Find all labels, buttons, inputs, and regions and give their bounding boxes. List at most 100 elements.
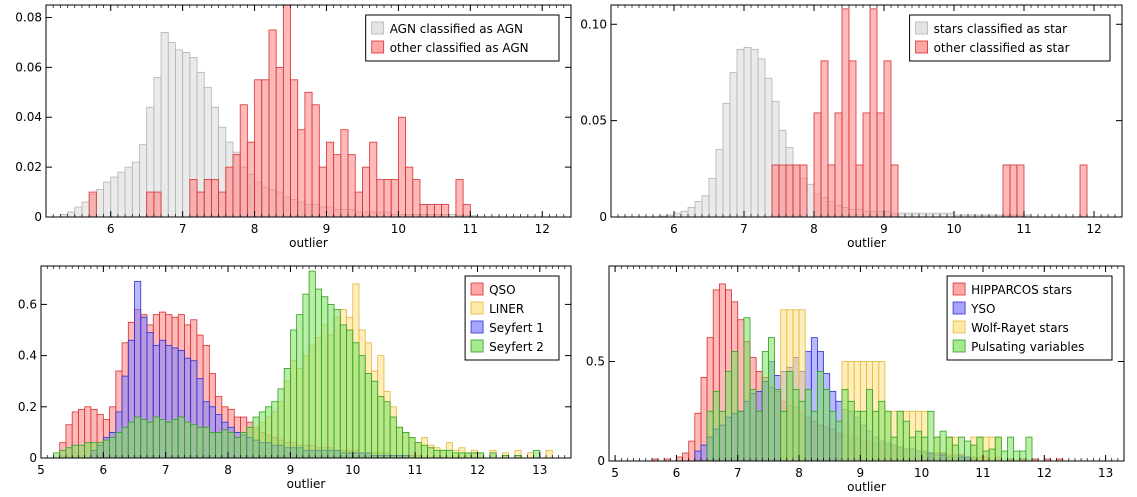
bar [402,431,410,459]
bar [884,410,892,462]
bar [352,342,360,459]
bar [327,303,335,459]
bar [268,29,277,218]
bar [1025,436,1033,462]
bar [768,337,775,462]
bar [441,204,450,218]
x-axis-label: outlier [847,236,886,250]
bar [314,288,322,459]
bar [761,351,769,462]
x-tick-label: 11 [407,463,422,477]
legend-entry: stars classified as star [934,22,1068,36]
x-axis-label: outlier [847,480,886,494]
bar [134,416,142,459]
bar [848,60,857,218]
bar [211,179,220,218]
bar [841,388,849,462]
bar [321,296,329,459]
bar [389,416,397,459]
bar [182,51,191,218]
bar [774,388,782,462]
bar [921,436,929,462]
bar [855,164,864,218]
bar [383,401,391,459]
bar [265,406,273,459]
panel-agn-types: 5 6 7 8 9 10 11 12 13 0 0.2 0.4 0.6 outlier QSO LINER Se… [18,265,572,491]
bar [376,179,385,218]
bar [932,212,941,218]
legend: stars classified as star other classified… [909,14,1111,62]
bar [757,58,766,218]
bar [813,112,822,218]
series-2 [771,8,1088,218]
bar [869,8,878,218]
legend-swatch [371,40,385,54]
x-tick-label: 7 [734,466,742,480]
bar [282,4,291,218]
bar [904,212,913,218]
x-tick-label: 6 [673,466,681,480]
bar [883,60,892,218]
bar [798,400,806,462]
bar [896,410,904,462]
y-tick-label: 0.06 [15,60,42,74]
legend: QSO LINER Seyfert 1 Seyfert 2 [464,275,560,361]
bar [439,449,447,459]
bar [115,431,123,459]
bar [731,351,739,462]
legend-swatch [952,301,966,315]
bar [196,191,205,218]
bar [737,410,745,462]
y-tick-label: 0 [597,454,605,468]
bar [489,452,497,459]
plot-frame [610,4,1123,218]
panel-stars: 6 7 8 9 10 11 12 0 0.05 0.10 outlier stars classifi… [580,4,1123,250]
bar [90,442,98,459]
legend-entry: QSO [489,283,516,297]
bar [95,189,104,218]
bar [71,444,79,459]
bar [939,212,948,218]
legend-entry: Wolf-Rayet stars [971,321,1069,335]
bar [215,431,223,459]
x-tick-label: 7 [740,222,748,236]
y-tick-label: 0 [34,210,42,224]
panel-agn: 6 7 8 9 10 11 12 0 0.02 0.04 0.06 0.08 outlier AGN cl… [15,4,572,250]
bar [110,176,119,218]
bar [84,442,92,459]
bar [419,204,428,218]
bar [749,388,757,462]
bar [799,164,808,218]
bar [708,178,717,218]
legend-entry: other classified as AGN [390,41,529,55]
bar [433,204,442,218]
legend-box [946,275,1113,361]
bar [958,436,965,462]
bar [167,42,176,218]
legend-entry: other classified as star [934,41,1070,55]
bar [346,329,354,459]
x-tick-label: 6 [100,463,108,477]
bar [124,166,133,218]
bar [218,191,227,218]
x-tick-label: 10 [914,466,929,480]
bar [339,324,347,459]
bar [445,449,453,459]
bar [177,416,185,459]
bar [725,371,733,462]
legend-entry: YSO [970,302,995,316]
bar [682,452,690,462]
bar [792,388,800,462]
bar [545,449,553,459]
bar [902,420,910,462]
bar [146,421,154,459]
bar [452,452,460,459]
bar [347,154,356,218]
bar [455,179,464,218]
plot-frame [40,265,572,459]
bar [1000,450,1008,462]
bar [853,410,861,462]
legend-swatch [470,320,484,334]
bar [1079,164,1088,218]
